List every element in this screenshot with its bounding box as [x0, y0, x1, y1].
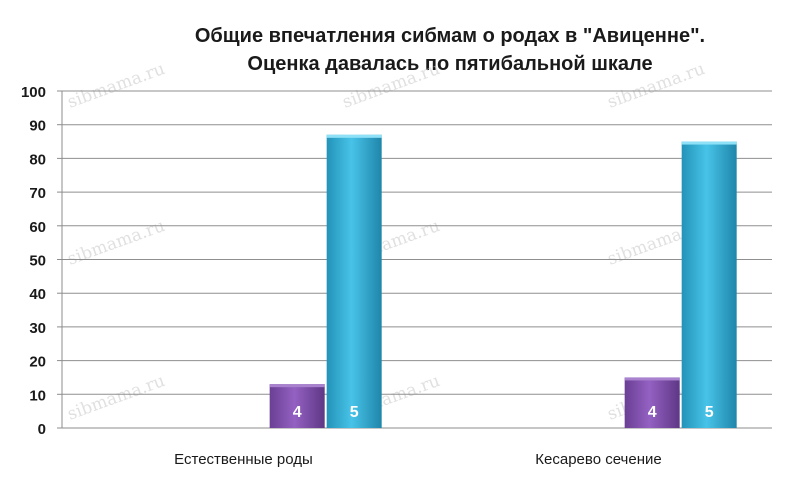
y-tick-label: 0: [38, 421, 46, 438]
y-tick-label: 40: [29, 286, 46, 303]
bar-cap: [269, 384, 325, 388]
y-tick-label: 70: [29, 185, 46, 202]
bar-cap: [624, 377, 680, 381]
watermark-text: sibmama.ru: [340, 59, 443, 113]
watermark-group: sibmama.ru sibmama.ru sibmama.ru sibmama.ru…: [65, 59, 708, 425]
bar-series-label: 4: [648, 404, 657, 421]
y-tick-label: 90: [29, 118, 46, 135]
x-category-label: Естественные роды: [174, 451, 313, 468]
y-tick-label: 10: [29, 387, 46, 404]
y-tick-label: 50: [29, 253, 46, 270]
x-category-label: Кесарево сечение: [535, 451, 661, 468]
bar-5: [681, 141, 737, 429]
y-tick-label: 30: [29, 320, 46, 337]
bar-series-label: 4: [293, 404, 302, 421]
y-tick-label: 100: [21, 84, 46, 101]
bar-5: [326, 134, 382, 428]
bar-4: [269, 384, 325, 428]
bar-4: [624, 377, 680, 428]
bar-series-label: 5: [705, 404, 714, 421]
chart-title-line-1: Общие впечатления сибмам о родах в "Авиц…: [194, 25, 706, 47]
chart-title: Общие впечатления сибмам о родах в "Авиц…: [120, 22, 780, 78]
y-tick-label: 20: [29, 354, 46, 371]
chart-title-line-2: Оценка давалась по пятибальной шкале: [247, 53, 653, 75]
watermark-text: sibmama.ru: [65, 59, 168, 113]
watermark-text: sibmama.ru: [65, 216, 168, 270]
bar-cap: [681, 141, 737, 145]
y-tick-label: 80: [29, 151, 46, 168]
bar-cap: [326, 134, 382, 138]
watermark-text: sibmama.ru: [605, 59, 708, 113]
watermark-text: sibmama.ru: [65, 371, 168, 425]
y-axis: 0 10 20 30 40 50 60 70 80 90 100: [21, 84, 63, 438]
y-tick-label: 60: [29, 219, 46, 236]
x-axis: Естественные роды Кесарево сечение: [174, 451, 662, 468]
bars: 4 5 4 5: [269, 134, 737, 429]
bar-series-label: 5: [350, 404, 359, 421]
